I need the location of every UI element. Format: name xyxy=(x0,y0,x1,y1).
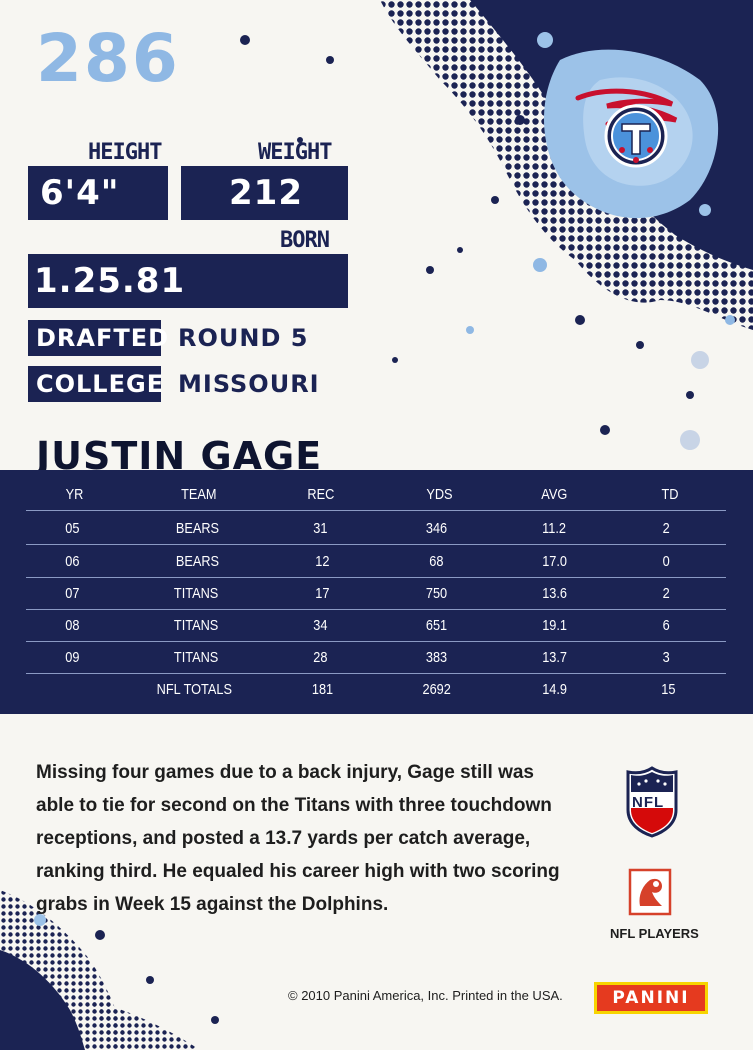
cell-yds: 651 xyxy=(425,617,448,634)
college-label-box: COLLEGE xyxy=(28,366,165,402)
cell-yds: 346 xyxy=(425,520,448,537)
cell-yds: 68 xyxy=(429,553,444,570)
cell-yr: 07 xyxy=(65,585,80,602)
cell-rec: 12 xyxy=(315,553,330,570)
totals-td: 15 xyxy=(661,681,676,698)
totals-avg: 14.9 xyxy=(542,681,568,698)
stats-rule xyxy=(26,673,726,674)
cell-avg: 13.6 xyxy=(542,585,568,602)
cell-rec: 31 xyxy=(313,520,328,537)
totals-row: NFL TOTALS 181 2692 14.9 15 xyxy=(0,677,753,703)
stats-rule xyxy=(26,641,726,642)
drafted-label: DRAFTED xyxy=(36,324,170,352)
table-row: 09 TITANS 28 383 13.7 3 xyxy=(0,645,753,671)
totals-label: NFL TOTALS xyxy=(156,681,232,698)
cell-td: 3 xyxy=(662,649,670,666)
table-row: 05 BEARS 31 346 11.2 2 xyxy=(0,516,753,542)
height-box: 6'4" xyxy=(28,166,168,220)
cell-yds: 750 xyxy=(425,585,448,602)
cell-team: BEARS xyxy=(175,520,220,537)
header-rec: REC xyxy=(307,486,335,503)
cell-yds: 383 xyxy=(425,649,448,666)
weight-value: 212 xyxy=(229,173,303,213)
table-row: 08 TITANS 34 651 19.1 6 xyxy=(0,613,753,639)
header-avg: AVG xyxy=(541,486,568,503)
born-value: 1.25.81 xyxy=(34,261,186,301)
nfl-players-text: NFL PLAYERS xyxy=(610,926,699,941)
stats-rule xyxy=(26,609,726,610)
nfl-shield-text: NFL xyxy=(632,794,665,811)
height-value: 6'4" xyxy=(40,173,120,213)
cell-rec: 34 xyxy=(313,617,328,634)
stats-rule xyxy=(26,510,726,511)
panini-logo: PANINI xyxy=(594,982,708,1014)
cell-avg: 13.7 xyxy=(542,649,568,666)
stats-table: YR TEAM REC YDS AVG TD 05 BEARS 31 346 1… xyxy=(0,470,753,714)
card-number: 286 xyxy=(36,20,180,97)
born-label: BORN xyxy=(280,228,330,253)
stats-rule xyxy=(26,544,726,545)
totals-rec: 181 xyxy=(311,681,334,698)
copyright-text: © 2010 Panini America, Inc. Printed in t… xyxy=(288,988,563,1003)
college-value: MISSOURI xyxy=(178,370,320,398)
weight-box: 212 xyxy=(181,166,348,220)
cell-yr: 08 xyxy=(65,617,80,634)
nfl-shield-icon xyxy=(626,766,678,838)
player-blurb: Missing four games due to a back injury,… xyxy=(36,762,560,915)
header-td: TD xyxy=(661,486,679,503)
cell-yr: 05 xyxy=(65,520,80,537)
drafted-value: ROUND 5 xyxy=(178,324,309,352)
header-yds: YDS xyxy=(426,486,453,503)
college-label: COLLEGE xyxy=(36,370,165,398)
cell-yr: 09 xyxy=(65,649,80,666)
born-box: 1.25.81 xyxy=(28,254,348,308)
cell-avg: 19.1 xyxy=(542,617,568,634)
cell-rec: 17 xyxy=(315,585,330,602)
cell-td: 6 xyxy=(662,617,670,634)
cell-team: TITANS xyxy=(173,649,219,666)
totals-yds: 2692 xyxy=(422,681,451,698)
header-team: TEAM xyxy=(181,486,217,503)
stats-header-row: YR TEAM REC YDS AVG TD xyxy=(0,482,753,508)
cell-team: TITANS xyxy=(173,585,219,602)
cell-avg: 11.2 xyxy=(542,520,566,537)
table-row: 06 BEARS 12 68 17.0 0 xyxy=(0,549,753,575)
cell-team: TITANS xyxy=(173,617,219,634)
stats-rule xyxy=(26,577,726,578)
titans-logo xyxy=(575,88,678,168)
weight-label: WEIGHT xyxy=(258,140,332,165)
nfl-players-icon xyxy=(628,868,672,916)
cell-avg: 17.0 xyxy=(542,553,568,570)
cell-td: 2 xyxy=(662,585,670,602)
height-label: HEIGHT xyxy=(88,140,162,165)
header-yr: YR xyxy=(65,486,84,503)
table-row: 07 TITANS 17 750 13.6 2 xyxy=(0,581,753,607)
cell-td: 0 xyxy=(662,553,670,570)
cell-yr: 06 xyxy=(65,553,80,570)
cell-td: 2 xyxy=(662,520,670,537)
drafted-label-box: DRAFTED xyxy=(28,320,168,356)
cell-rec: 28 xyxy=(313,649,328,666)
cell-team: BEARS xyxy=(175,553,220,570)
